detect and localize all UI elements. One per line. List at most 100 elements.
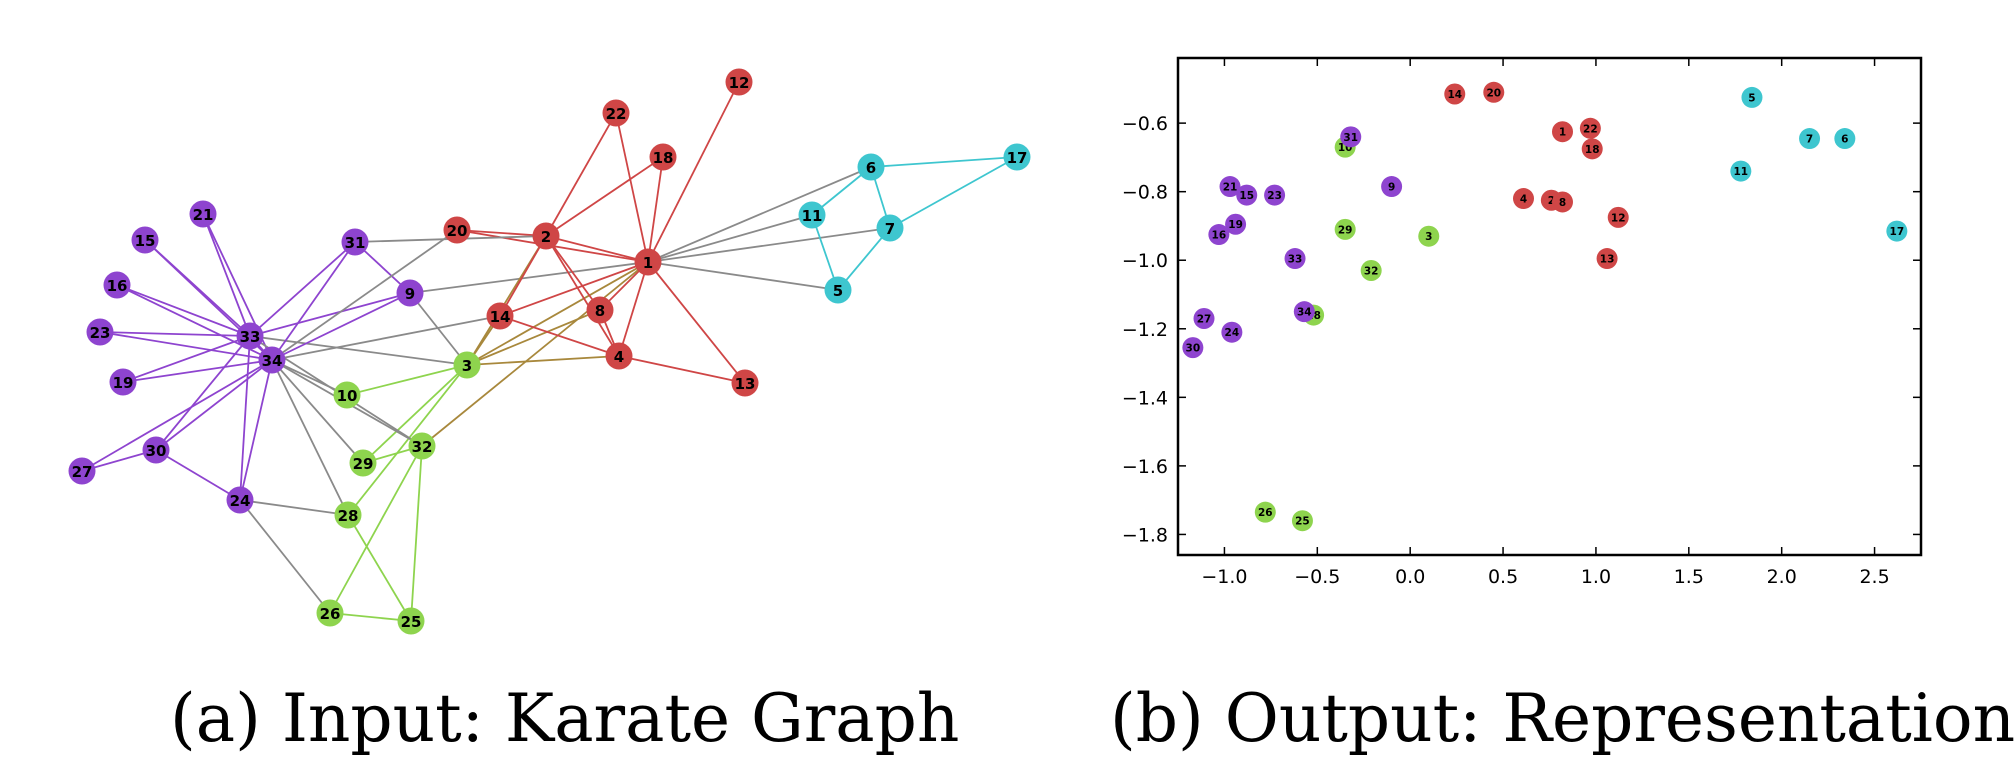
scatter-point-label: 16: [1212, 230, 1227, 242]
graph-node-14: 14: [486, 302, 514, 330]
scatter-point-marker: [1512, 188, 1534, 210]
graph-edge-3-29: [362, 364, 468, 464]
graph-node-circle: [532, 222, 560, 250]
graph-node-circle: [1003, 143, 1031, 171]
scatter-point-label: 33: [1288, 254, 1303, 266]
graph-node-circle: [397, 607, 425, 635]
scatter-point-label: 2: [1548, 195, 1555, 207]
graph-node-label: 18: [653, 149, 674, 167]
graph-edge-27-34: [81, 359, 273, 472]
graph-edge-6-17: [870, 156, 1018, 168]
graph-edge-3-28: [347, 364, 468, 516]
graph-node-label: 25: [401, 613, 422, 631]
scatter-point-label: 11: [1734, 166, 1749, 178]
caption-input-karate-graph: (a) Input: Karate Graph: [170, 680, 960, 757]
scatter-point-label: 12: [1611, 212, 1626, 224]
scatter-point-label: 7: [1806, 134, 1813, 146]
graph-node-12: 12: [725, 68, 753, 96]
scatter-point-8: 8: [1552, 191, 1574, 213]
y-tick-label: −1.4: [1122, 387, 1168, 409]
graph-node-circle: [602, 99, 630, 127]
graph-edge-1-9: [409, 261, 649, 294]
graph-node-label: 31: [345, 234, 366, 252]
graph-edge-21-33: [202, 213, 251, 337]
graph-edge-26-32: [329, 445, 423, 614]
scatter-point-15: 15: [1236, 184, 1258, 206]
graph-edge-2-8: [545, 235, 601, 311]
graph-node-circle: [189, 200, 217, 228]
graph-node-circle: [333, 381, 361, 409]
x-tick-label: 1.0: [1581, 566, 1611, 588]
scatter-point-marker: [1581, 138, 1603, 160]
graph-node-circle: [443, 216, 471, 244]
graph-edge-2-22: [545, 112, 617, 237]
scatter-point-27: 27: [1193, 307, 1215, 329]
graph-node-label: 5: [833, 282, 843, 300]
graph-edge-2-14: [499, 235, 547, 317]
scatter-point-26: 26: [1254, 501, 1276, 523]
graph-nodes: 123 4567891011121314151617181920212223242…: [68, 68, 1031, 635]
graph-edge-3-10: [346, 364, 468, 396]
scatter-point-marker: [1236, 184, 1258, 206]
graph-edge-24-34: [239, 359, 273, 501]
graph-node-30: 30: [142, 436, 170, 464]
graph-node-label: 20: [447, 222, 468, 240]
x-tick-label: 0.5: [1488, 566, 1518, 588]
x-tick-label: 0.0: [1395, 566, 1425, 588]
caption-output-representation: (b) Output: Representation: [1110, 680, 2015, 757]
graph-edge-25-28: [347, 514, 412, 622]
karate-graph: 123 4567891011121314151617181920212223242…: [68, 68, 1031, 635]
x-axis: −1.0 −0.5 0.0 0.5 1.0 1.5 2.0 2.5: [1201, 58, 1890, 588]
y-axis: −0.6 −0.8 −1.0 −1.2 −1.4 −1.6 −1.8: [1122, 113, 1921, 546]
graph-edge-31-34: [271, 241, 356, 361]
scatter-point-label: 1: [1559, 127, 1566, 139]
graph-edge-25-26: [329, 612, 412, 622]
graph-node-circle: [876, 214, 904, 242]
scatter-point-31: 31: [1340, 126, 1362, 148]
scatter-point-label: 21: [1223, 182, 1238, 194]
scatter-point-23: 23: [1264, 184, 1286, 206]
scatter-point-marker: [1552, 191, 1574, 213]
graph-edge-23-34: [99, 331, 273, 361]
graph-node-circle: [824, 276, 852, 304]
graph-node-7: 7: [876, 214, 904, 242]
scatter-point-12: 12: [1607, 206, 1629, 228]
scatter-point-label: 15: [1239, 190, 1254, 202]
graph-edge-7-17: [889, 156, 1018, 229]
graph-node-label: 28: [338, 507, 359, 525]
scatter-point-33: 33: [1284, 248, 1306, 270]
scatter-point-marker: [1579, 117, 1601, 139]
graph-edge-4-13: [618, 355, 746, 384]
graph-node-label: 13: [735, 375, 756, 393]
graph-node-2: 2: [532, 222, 560, 250]
scatter-point-label: 8: [1559, 197, 1566, 209]
graph-node-circle: [236, 322, 264, 350]
scatter-point-18: 18: [1581, 138, 1603, 160]
graph-node-circle: [86, 318, 114, 346]
graph-node-circle: [142, 436, 170, 464]
x-tick-label: 1.5: [1674, 566, 1704, 588]
graph-node-9: 9: [396, 279, 424, 307]
graph-node-circle: [486, 302, 514, 330]
graph-node-circle: [334, 501, 362, 529]
graph-node-label: 7: [885, 220, 895, 238]
graph-edge-31-33: [249, 241, 356, 337]
graph-edge-1-6: [647, 166, 872, 263]
graph-node-circle: [316, 599, 344, 627]
scatter-point-20: 20: [1483, 81, 1505, 103]
graph-node-21: 21: [189, 200, 217, 228]
scatter-point-marker: [1799, 128, 1821, 150]
scatter-point-7: 7: [1799, 128, 1821, 150]
scatter-point-marker: [1596, 248, 1618, 270]
scatter-point-marker: [1219, 176, 1241, 198]
scatter-point-marker: [1225, 213, 1247, 235]
scatter-point-1: 1: [1552, 121, 1574, 143]
graph-edge-20-34: [271, 229, 458, 361]
y-tick-label: −1.0: [1122, 250, 1168, 272]
representation-scatter-plot: −1.0 −0.5 0.0 0.5 1.0 1.5 2.0 2.5 −0.6−0.8−1.0−…: [1122, 56, 1923, 588]
graph-edge-1-18: [647, 156, 664, 263]
graph-node-22: 22: [602, 99, 630, 127]
graph-edge-1-11: [647, 214, 813, 263]
graph-node-label: 33: [240, 328, 261, 346]
